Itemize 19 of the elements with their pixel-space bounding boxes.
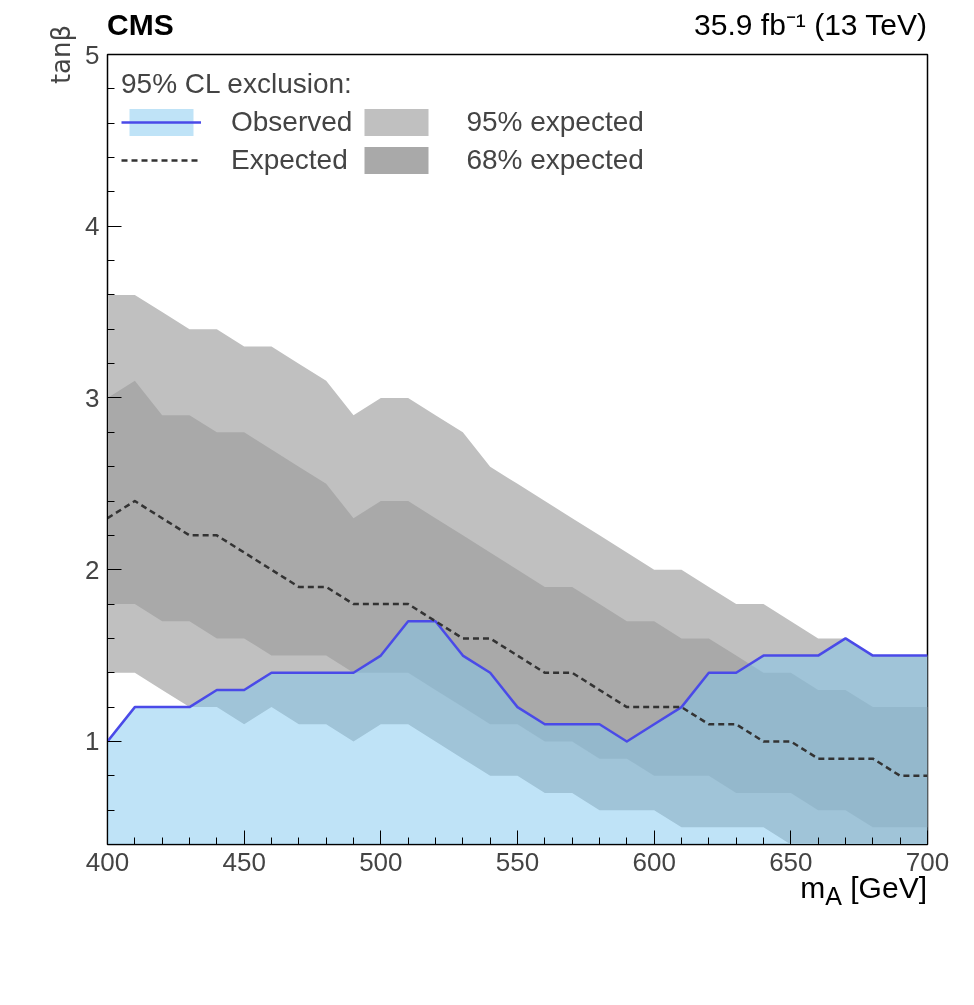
legend-label: Observed xyxy=(231,106,353,138)
x-tick-label: 400 xyxy=(85,846,130,877)
line-series xyxy=(107,499,928,778)
legend-title: 95% CL exclusion: xyxy=(121,68,353,100)
legend-label: 95% expected xyxy=(466,106,644,138)
chart-title: CMS xyxy=(107,7,174,43)
x-tick-label: 550 xyxy=(495,846,540,877)
legend-label: Expected xyxy=(231,144,348,176)
chart-subtitle: 35.9 fb⁻¹ (13 TeV) xyxy=(694,7,927,43)
y-tick-label: 1 xyxy=(85,726,100,757)
y-axis-title: tanβ xyxy=(46,24,77,85)
y-tick-label: 5 xyxy=(85,39,100,70)
x-tick-label: 500 xyxy=(359,846,403,877)
y-tick-label: 2 xyxy=(85,554,100,585)
y-tick-label: 4 xyxy=(85,211,100,242)
y-tick-label: 3 xyxy=(85,382,100,413)
legend-label: 68% expected xyxy=(466,144,644,176)
x-tick-label: 600 xyxy=(632,846,676,877)
x-tick-label: 450 xyxy=(222,846,266,877)
